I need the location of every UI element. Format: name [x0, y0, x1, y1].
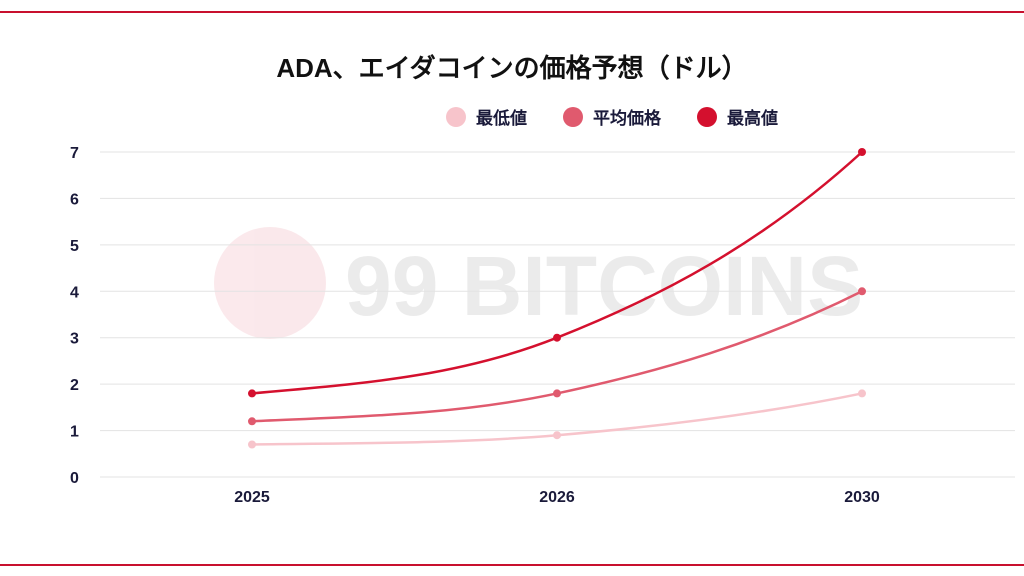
data-point[interactable] — [858, 389, 866, 398]
data-point[interactable] — [553, 389, 561, 398]
watermark-logo — [214, 227, 326, 339]
y-tick-label: 6 — [70, 191, 79, 208]
top-border — [0, 11, 1024, 13]
legend-label: 最高値 — [727, 109, 778, 128]
y-tick-label: 2 — [70, 377, 79, 394]
y-tick-label: 5 — [70, 238, 79, 255]
legend-label: 平均価格 — [593, 109, 661, 128]
legend-item-avg[interactable]: 平均価格 — [563, 104, 661, 129]
data-point[interactable] — [858, 287, 866, 296]
data-point[interactable] — [248, 417, 256, 426]
legend: 最低値 平均価格 最高値 — [0, 104, 1024, 129]
data-point[interactable] — [248, 440, 256, 449]
x-tick-label: 2025 — [234, 489, 270, 506]
watermark: 99 BITCOINS — [214, 227, 863, 339]
x-tick-label: 2026 — [539, 489, 575, 506]
data-point[interactable] — [248, 389, 256, 398]
legend-item-max[interactable]: 最高値 — [697, 104, 778, 129]
bottom-border — [0, 564, 1024, 566]
legend-swatch — [563, 106, 583, 127]
y-tick-label: 1 — [70, 424, 79, 441]
chart-title: ADA、エイダコインの価格予想（ドル） — [276, 53, 748, 83]
legend-swatch — [697, 106, 717, 127]
x-tick-label: 2030 — [844, 489, 880, 506]
y-tick-label: 7 — [70, 145, 79, 162]
data-point[interactable] — [553, 431, 561, 440]
data-point[interactable] — [858, 148, 866, 156]
y-tick-label: 0 — [70, 470, 79, 487]
legend-item-min[interactable]: 最低値 — [446, 104, 527, 129]
y-tick-label: 4 — [70, 284, 79, 301]
legend-swatch — [446, 106, 466, 127]
data-point[interactable] — [553, 333, 561, 342]
y-tick-label: 3 — [70, 331, 79, 348]
legend-label: 最低値 — [476, 109, 527, 128]
